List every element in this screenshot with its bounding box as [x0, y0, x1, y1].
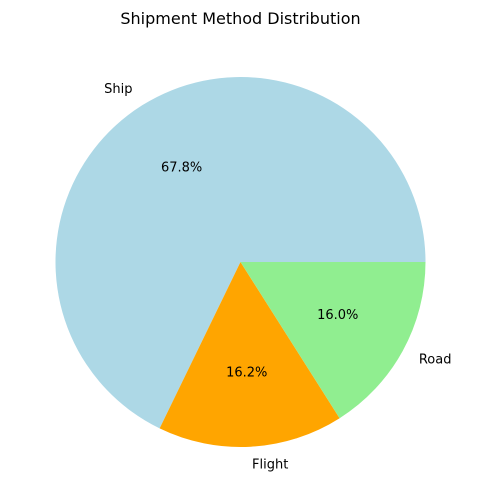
- slice-percent-road: 16.0%: [317, 308, 358, 323]
- slice-label-ship: Ship: [104, 82, 132, 97]
- pie-slice-road: [240, 262, 426, 419]
- pie-slice-ship: [55, 76, 426, 429]
- slice-label-road: Road: [419, 353, 452, 368]
- slice-percent-flight: 16.2%: [226, 365, 267, 380]
- slice-label-flight: Flight: [252, 458, 288, 473]
- pie-slices: [55, 76, 426, 447]
- pie-labels: Ship 67.8% Flight 16.2% Road 16.0%: [104, 82, 451, 473]
- pie-slice-flight: [159, 262, 340, 447]
- slice-percent-ship: 67.8%: [161, 160, 202, 175]
- chart-title: Shipment Method Distribution: [120, 9, 360, 28]
